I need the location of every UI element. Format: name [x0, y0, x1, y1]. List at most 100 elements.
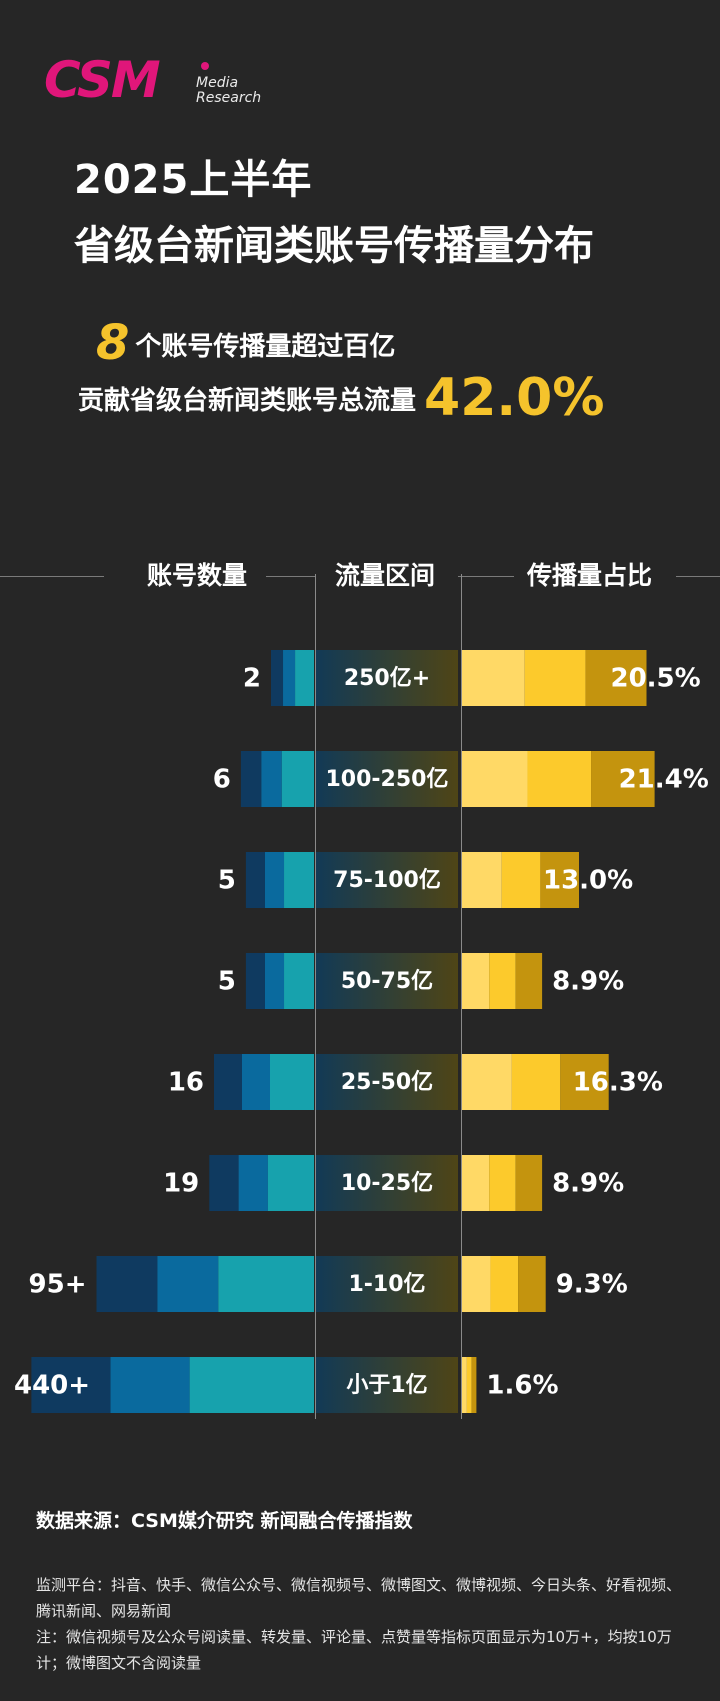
share-bar-segment — [462, 1155, 490, 1211]
range-box — [316, 751, 458, 807]
share-percent-label: 16.3% — [573, 1068, 663, 1098]
share-bar-segment — [518, 1256, 546, 1312]
share-percent-label: 9.3% — [556, 1270, 628, 1300]
share-bar-segment — [527, 751, 592, 807]
share-bar-segment — [560, 1054, 609, 1110]
account-bar-segment — [238, 1155, 268, 1211]
account-bar-segment — [218, 1256, 314, 1312]
range-box — [316, 1357, 458, 1413]
range-label: 50-75亿 — [341, 969, 433, 994]
range-box — [316, 1155, 458, 1211]
account-bar-segment — [284, 953, 314, 1009]
data-source: 数据来源：CSM媒介研究 新闻融合传播指数 — [36, 1510, 413, 1532]
share-bar-segment — [489, 953, 516, 1009]
account-count-label: 95+ — [29, 1270, 87, 1300]
range-label: 小于1亿 — [346, 1373, 427, 1398]
account-count-label: 5 — [218, 866, 236, 896]
share-bar-segment — [462, 1357, 467, 1413]
share-bar-segment — [466, 1357, 472, 1413]
share-bar-segment — [462, 852, 502, 908]
highlight-line2-text: 贡献省级台新闻类账号总流量 — [78, 386, 417, 416]
range-label: 25-50亿 — [341, 1070, 433, 1095]
account-bar-segment — [264, 852, 285, 908]
account-bar-segment — [245, 953, 265, 1009]
range-box — [316, 852, 458, 908]
logo-subtitle: Media Research — [196, 75, 262, 106]
page-title-line2: 省级台新闻类账号传播量分布 — [74, 223, 594, 269]
account-bar-segment — [261, 751, 282, 807]
share-bar-segment — [515, 1155, 543, 1211]
header-rule-left — [0, 576, 104, 577]
header-share: 传播量占比 — [527, 561, 653, 590]
csm-logo: CSM — [44, 51, 161, 109]
account-bar-segment — [189, 1357, 314, 1413]
account-bar-segment — [157, 1256, 219, 1312]
account-bar-segment — [209, 1155, 239, 1211]
share-bar-segment — [524, 650, 586, 706]
highlight-line1-text: 个账号传播量超过百亿 — [135, 332, 396, 362]
platform-note: 监测平台：抖音、快手、微信公众号、微信视频号、微博图文、微博视频、今日头条、好看… — [36, 1576, 682, 1620]
account-count-label: 2 — [243, 664, 261, 694]
share-bar-segment — [462, 650, 525, 706]
range-box — [316, 1256, 458, 1312]
share-percent-label: 8.9% — [552, 967, 624, 997]
range-box — [316, 650, 458, 706]
share-percent-label: 1.6% — [486, 1371, 558, 1401]
share-percent-label: 20.5% — [611, 664, 701, 694]
divider-left — [315, 574, 316, 1419]
account-count-label: 16 — [168, 1068, 204, 1098]
header-range: 流量区间 — [335, 561, 436, 590]
account-bar-segment — [110, 1357, 190, 1413]
highlight-line1: 8 个账号传播量超过百亿 — [96, 318, 395, 372]
account-bar-segment — [264, 953, 285, 1009]
page-title-line1: 2025上半年 — [74, 157, 313, 203]
share-bar-segment — [490, 1256, 519, 1312]
logo-dot-icon — [201, 62, 209, 70]
share-bar-segment — [462, 953, 490, 1009]
share-percent-label: 21.4% — [619, 765, 709, 795]
highlight-percent: 42.0% — [424, 368, 605, 428]
account-bar-segment — [245, 852, 265, 908]
share-bar-segment — [501, 852, 541, 908]
highlight-line2: 贡献省级台新闻类账号总流量 42.0% — [78, 370, 604, 429]
share-percent-label: 8.9% — [552, 1169, 624, 1199]
header-rule-mid-left — [266, 576, 316, 577]
account-count-label: 6 — [213, 765, 231, 795]
range-label: 250亿+ — [344, 666, 430, 691]
share-bar-segment — [515, 953, 543, 1009]
divider-right — [461, 574, 462, 1419]
range-box — [316, 953, 458, 1009]
range-box — [316, 1054, 458, 1110]
account-bar-segment — [96, 1256, 158, 1312]
account-bar-segment — [284, 852, 314, 908]
account-bar-segment — [214, 1054, 242, 1110]
header-rule-right — [676, 576, 720, 577]
account-bar-segment — [281, 751, 314, 807]
account-bar-segment — [283, 650, 296, 706]
header-accounts: 账号数量 — [147, 561, 248, 590]
highlight-count: 8 — [96, 315, 130, 371]
account-bar-segment — [271, 650, 284, 706]
share-bar-segment — [489, 1155, 516, 1211]
share-bar-segment — [511, 1054, 561, 1110]
range-label: 10-25亿 — [341, 1171, 433, 1196]
share-bar-segment — [462, 1256, 491, 1312]
header-rule-mid-right — [458, 576, 514, 577]
account-count-label: 19 — [163, 1169, 199, 1199]
share-bar-segment — [462, 1054, 512, 1110]
share-percent-label: 13.0% — [543, 866, 633, 896]
footnote: 注：微信视频号及公众号阅读量、转发量、评论量、点赞量等指标页面显示为10万+，均… — [36, 1628, 672, 1672]
account-count-label: 440+ — [14, 1371, 90, 1401]
account-bar-segment — [270, 1054, 314, 1110]
account-bar-segment — [242, 1054, 270, 1110]
share-bar-segment — [462, 751, 528, 807]
share-bar-segment — [540, 852, 579, 908]
share-bar-segment — [471, 1357, 477, 1413]
range-label: 75-100亿 — [333, 868, 441, 893]
account-bar-segment — [31, 1357, 111, 1413]
account-bar-segment — [267, 1155, 314, 1211]
share-bar-segment — [585, 650, 647, 706]
range-label: 100-250亿 — [326, 767, 449, 792]
share-bar-segment — [591, 751, 655, 807]
